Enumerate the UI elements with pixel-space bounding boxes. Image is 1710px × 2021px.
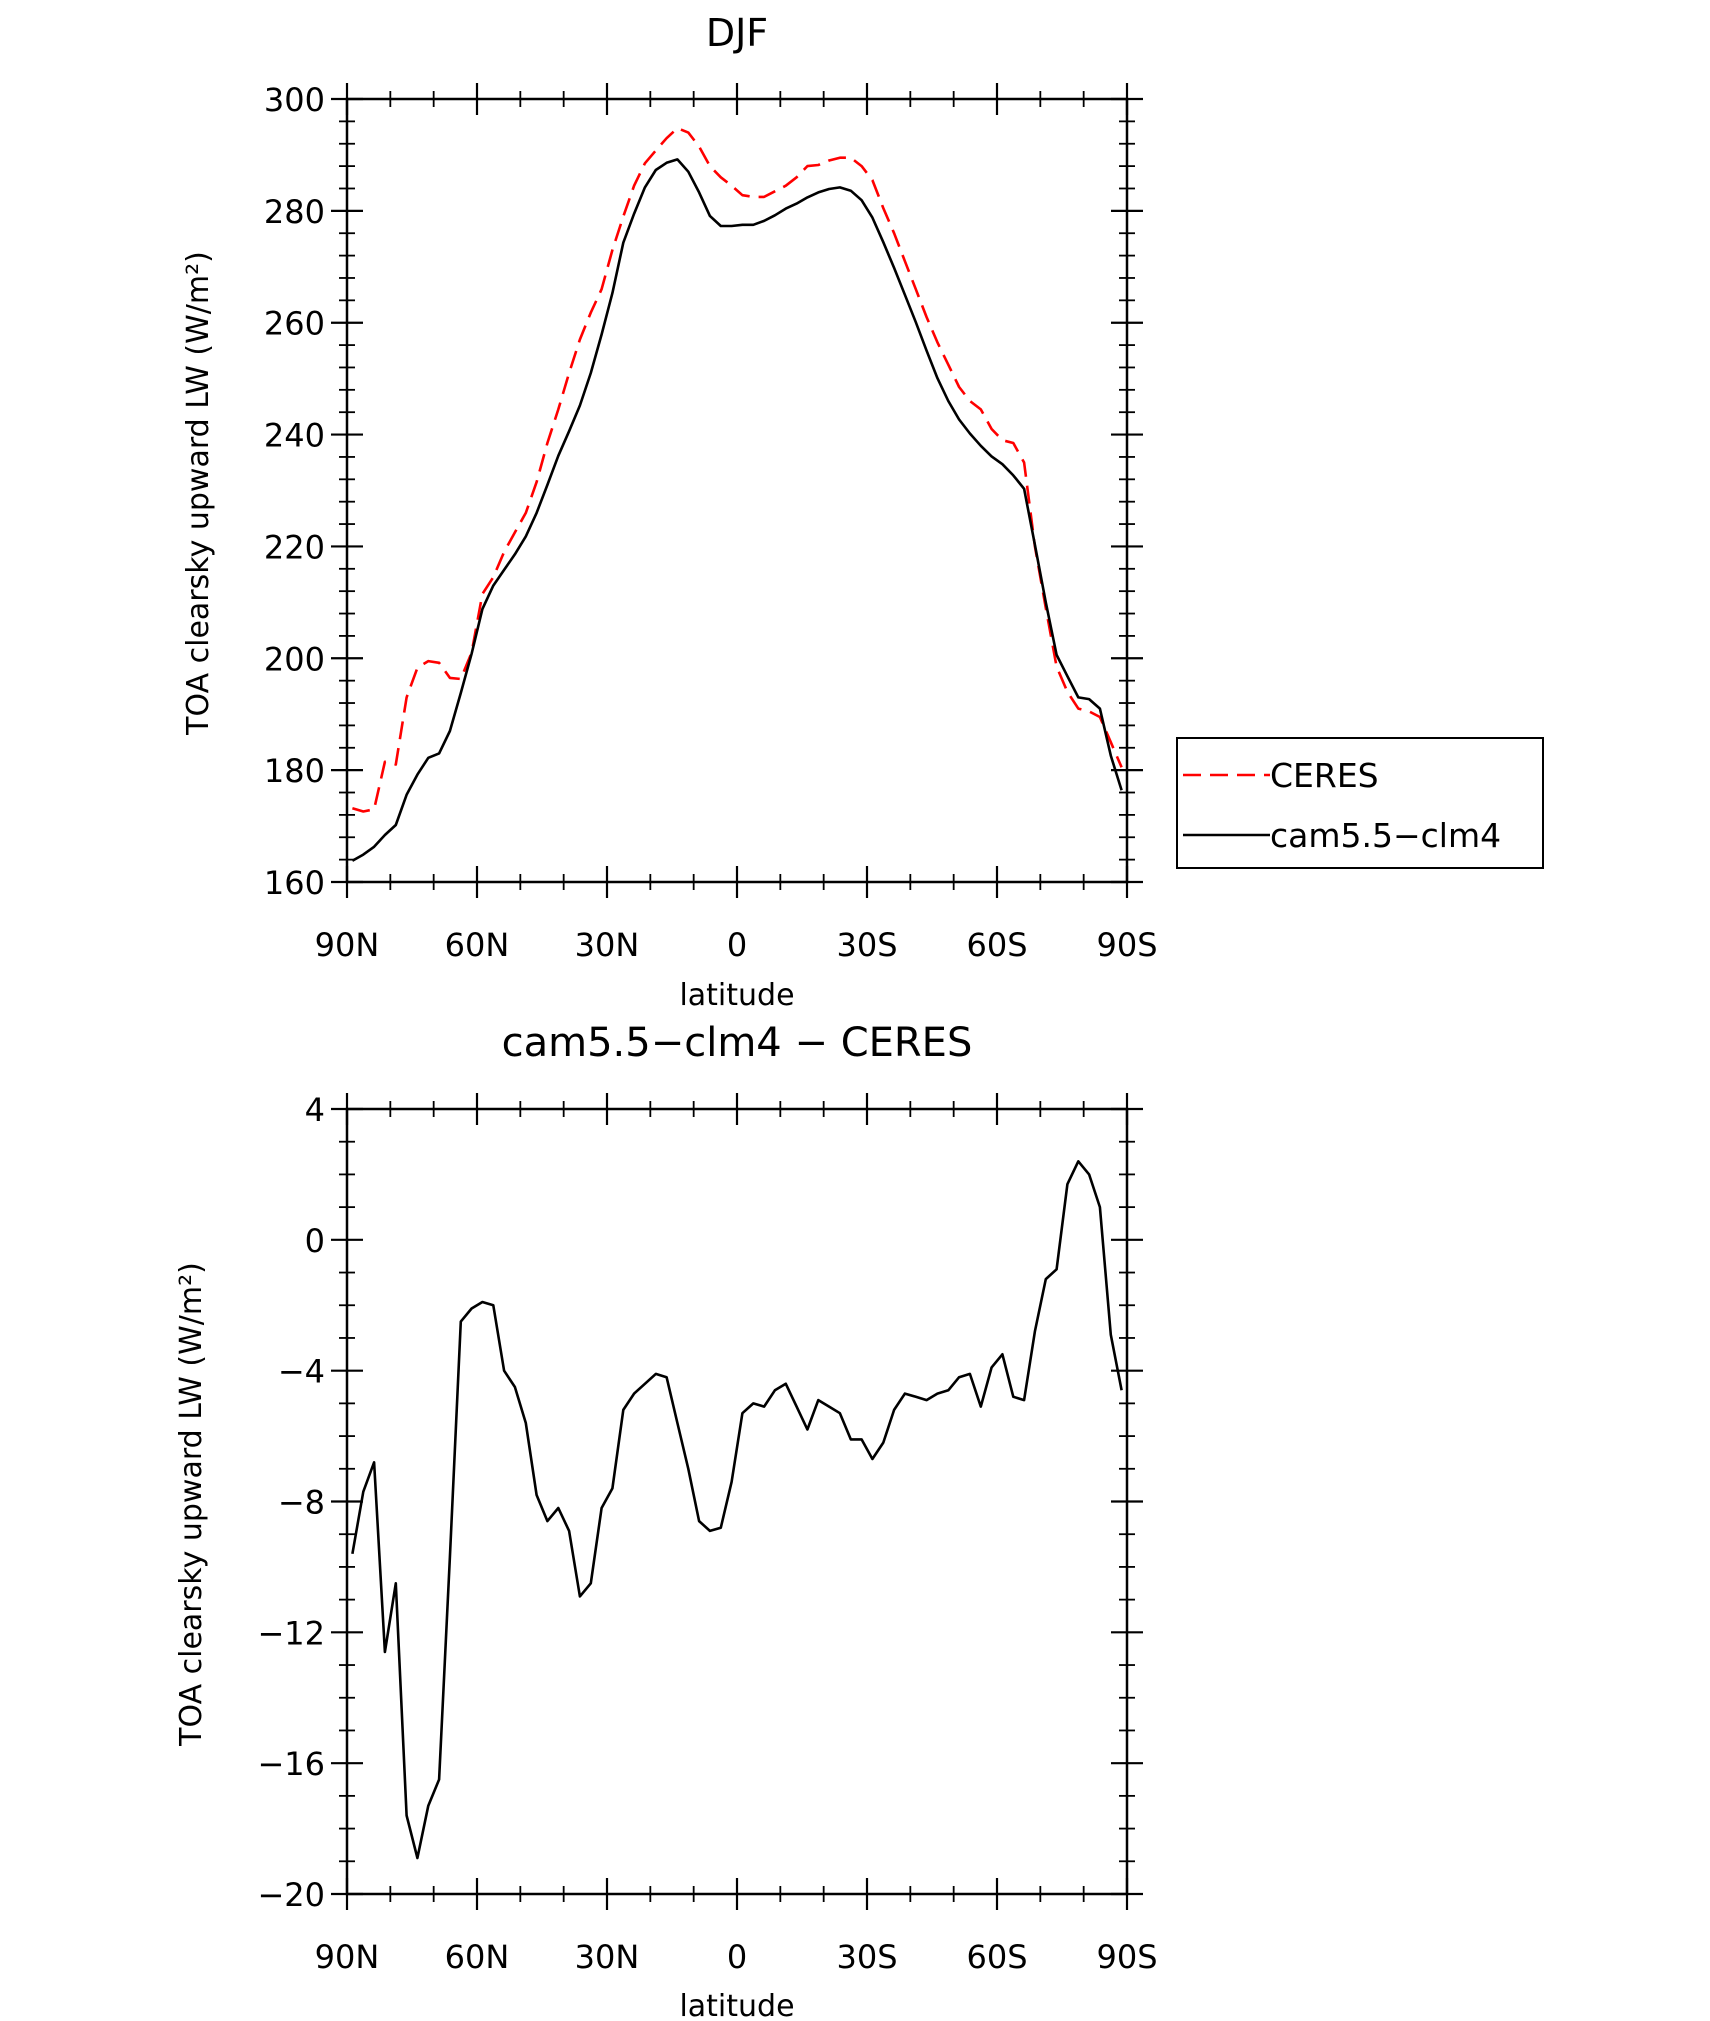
top-series-line-ceres: [352, 126, 1123, 813]
top-y-tick-label: 300: [264, 81, 325, 119]
top-y-tick-label: 160: [264, 864, 325, 902]
top-tick-marks: [331, 83, 1143, 898]
top-y-tick-label: 240: [264, 417, 325, 455]
bottom-plot-frame: [345, 1107, 1129, 1896]
bottom-y-tick-label: −4: [278, 1353, 325, 1391]
top-y-tick-label: 200: [264, 640, 325, 678]
bottom-y-tick-label: −8: [278, 1484, 325, 1522]
bottom-y-tick-label: −20: [257, 1876, 325, 1914]
legend-box: [1176, 737, 1544, 869]
top-series-line-cam5-5-clm4: [351, 158, 1123, 862]
bottom-series-lines: [351, 1160, 1123, 1860]
top-x-tick-label: 30N: [575, 926, 640, 964]
bottom-y-tick-label: −12: [257, 1614, 325, 1652]
top-y-tick-label: 280: [264, 193, 325, 231]
bottom-x-tick-label: 30S: [836, 1938, 897, 1976]
legend-label-ceres: CERES: [1270, 756, 1379, 795]
bottom-ylabel-group: TOA clearsky upward LW (W/m²): [174, 1262, 209, 1747]
legend: CERES cam5.5−clm4: [1176, 737, 1544, 869]
bottom-x-tick-label: 30N: [575, 1938, 640, 1976]
bottom-y-tick-label: 0: [305, 1222, 325, 1260]
bottom-x-tick-label: 90S: [1096, 1938, 1157, 1976]
bottom-x-axis-label: latitude: [679, 1989, 794, 2021]
bottom-panel: cam5.5−clm4 − CERES TOA clearsky upward …: [174, 1020, 1158, 2021]
top-chart-title: DJF: [706, 11, 768, 55]
top-x-tick-label: 30S: [836, 926, 897, 964]
bottom-y-axis-label: TOA clearsky upward LW (W/m²): [174, 1262, 209, 1747]
bottom-x-tick-label: 60N: [445, 1938, 510, 1976]
top-x-tick-label: 90N: [315, 926, 380, 964]
bottom-x-tick-label: 60S: [966, 1938, 1027, 1976]
bottom-tick-labels: 90N 60N 30N 0 30S 60S 90S −20 −16 −12 −8 −4 0 4: [257, 1091, 1157, 1976]
top-tick-labels: 90N 60N 30N 0 30S 60S 90S 160 180 200 220 240 260 280…: [264, 81, 1158, 964]
bottom-chart-title: cam5.5−clm4 − CERES: [502, 1020, 973, 1066]
legend-label-cam55: cam5.5−clm4: [1270, 816, 1501, 855]
top-x-tick-label: 60N: [445, 926, 510, 964]
bottom-x-tick-label: 0: [727, 1938, 747, 1976]
bottom-series-line-series-0: [351, 1160, 1123, 1860]
top-series-lines: [351, 126, 1123, 862]
top-x-tick-label: 0: [727, 926, 747, 964]
top-y-axis-label: TOA clearsky upward LW (W/m²): [181, 251, 216, 736]
top-ylabel-group: TOA clearsky upward LW (W/m²): [181, 251, 216, 736]
top-panel: DJF TOA clearsky upward LW (W/m²) latitu…: [181, 11, 1158, 1013]
bottom-x-tick-label: 90N: [315, 1938, 380, 1976]
top-x-axis-label: latitude: [679, 978, 794, 1013]
top-y-tick-label: 180: [264, 752, 325, 790]
bottom-y-tick-label: 4: [305, 1091, 325, 1129]
top-y-tick-label: 260: [264, 305, 325, 343]
bottom-y-tick-label: −16: [257, 1745, 325, 1783]
top-plot-frame: [345, 97, 1129, 884]
top-x-tick-label: 60S: [966, 926, 1027, 964]
top-x-tick-label: 90S: [1096, 926, 1157, 964]
top-y-tick-label: 220: [264, 528, 325, 566]
